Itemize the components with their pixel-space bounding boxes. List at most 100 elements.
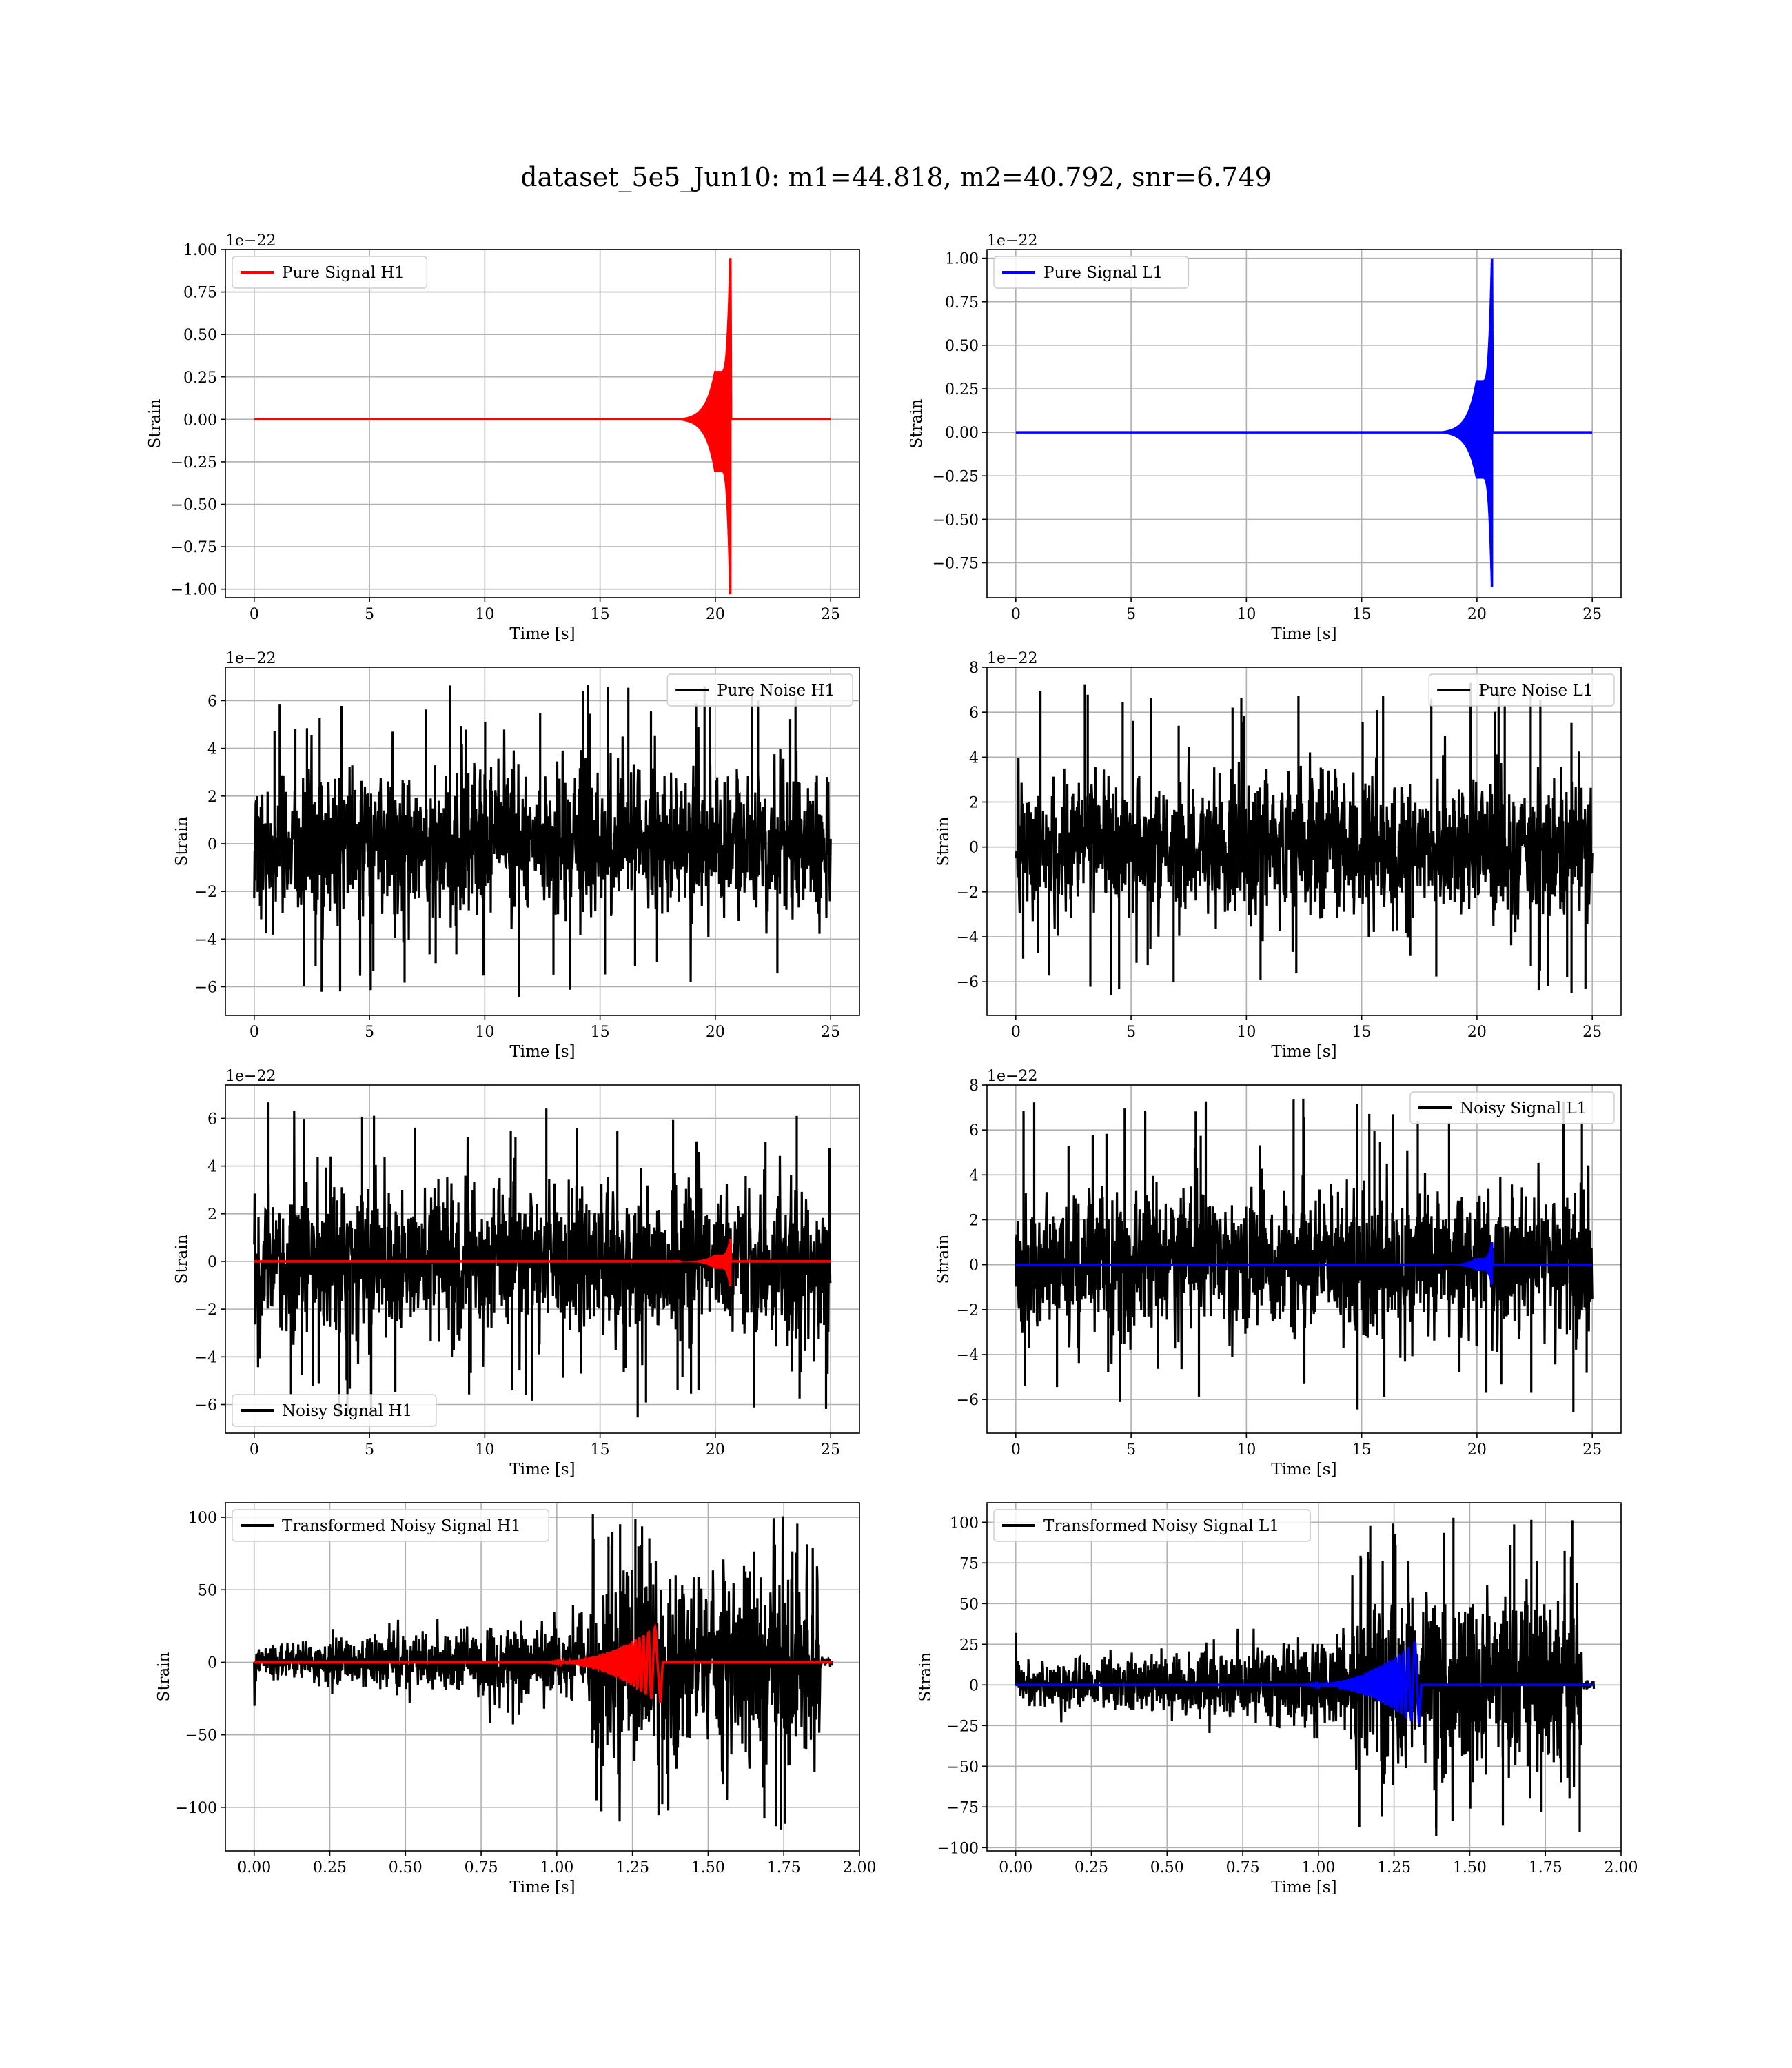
offset-text: 1e−22 bbox=[987, 650, 1037, 667]
y-tick-label: 0.00 bbox=[183, 412, 217, 429]
plot-area bbox=[1015, 258, 1593, 587]
legend-box bbox=[232, 1509, 549, 1542]
x-tick-label: 20 bbox=[1467, 1441, 1487, 1459]
legend: Transformed Noisy Signal L1 bbox=[993, 1509, 1311, 1542]
panel-1: 0 5 10 15 20 25 −1.00 −0.75 −0.50 −0.25 0.00 0.25 0.… bbox=[146, 232, 860, 643]
x-tick-label: 5 bbox=[365, 606, 374, 623]
series-line bbox=[1015, 1641, 1594, 1725]
x-tick-label: 5 bbox=[365, 1024, 374, 1041]
x-tick-label: 0.75 bbox=[1226, 1859, 1260, 1876]
offset-text: 1e−22 bbox=[987, 1068, 1037, 1085]
axes-frame bbox=[986, 667, 1622, 1016]
y-tick-label: −4 bbox=[195, 1349, 217, 1366]
y-tick-label: 0.75 bbox=[945, 294, 979, 312]
x-axis-label: Time [s] bbox=[509, 625, 575, 643]
axes-frame bbox=[225, 667, 860, 1016]
y-tick-label: −1.00 bbox=[171, 582, 217, 599]
x-tick-label: 15 bbox=[1352, 606, 1372, 623]
series-spikes bbox=[1358, 1517, 1581, 1832]
x-tick-label: 0.00 bbox=[999, 1859, 1032, 1876]
y-tick-label: 2 bbox=[969, 794, 979, 811]
y-tick-label: 6 bbox=[969, 1122, 979, 1139]
legend-label: Pure Signal L1 bbox=[1043, 264, 1163, 282]
x-axis-label: Time [s] bbox=[509, 1878, 575, 1896]
y-tick-label: 0.00 bbox=[945, 425, 979, 442]
offset-text: 1e−22 bbox=[987, 232, 1037, 250]
x-tick-label: 0 bbox=[1011, 1024, 1021, 1041]
legend: Pure Signal H1 bbox=[232, 256, 428, 289]
x-tick-label: 1.75 bbox=[1529, 1859, 1562, 1876]
panel-3: 0 5 10 15 20 25 −6 −4 −2 0 2 4 6 Time [s] Strain 1e−22 P… bbox=[173, 650, 860, 1061]
x-tick-label: 10 bbox=[1236, 1024, 1256, 1041]
series-spikes bbox=[592, 1519, 799, 1830]
x-tick-label: 20 bbox=[1467, 606, 1487, 623]
y-axis-label: Strain bbox=[146, 398, 164, 448]
y-tick-label: −6 bbox=[195, 1397, 217, 1414]
panel-6: 0 5 10 15 20 25 −6 −4 −2 0 2 4 6 8 Time [s] Strain 1e−22… bbox=[935, 1068, 1622, 1479]
y-tick-label: 8 bbox=[969, 660, 979, 677]
x-tick-label: 25 bbox=[821, 606, 840, 623]
y-tick-label: −2 bbox=[957, 1302, 979, 1319]
panel-8: 0.00 0.25 0.50 0.75 1.00 1.25 1.50 1.75 2.00 −100… bbox=[917, 1502, 1638, 1896]
x-axis-label: Time [s] bbox=[509, 1461, 575, 1479]
offset-text: 1e−22 bbox=[225, 650, 276, 667]
x-axis-label: Time [s] bbox=[1271, 1461, 1336, 1479]
x-tick-label: 1.75 bbox=[767, 1859, 801, 1876]
panel-7: 0.00 0.25 0.50 0.75 1.00 1.25 1.50 1.75 2.00 −100… bbox=[155, 1502, 876, 1896]
x-tick-label: 0 bbox=[1011, 1441, 1021, 1459]
legend-box bbox=[1409, 1091, 1615, 1124]
y-tick-label: 1.00 bbox=[945, 251, 979, 268]
plot-area bbox=[1015, 1098, 1594, 1412]
legend-box bbox=[232, 256, 428, 289]
x-tick-label: 0 bbox=[250, 1024, 259, 1041]
x-tick-label: 0.75 bbox=[465, 1859, 498, 1876]
legend-label: Pure Noise L1 bbox=[1478, 682, 1593, 700]
x-tick-label: 15 bbox=[591, 606, 610, 623]
legend-box bbox=[666, 673, 853, 707]
x-axis-label: Time [s] bbox=[1271, 1043, 1336, 1061]
y-tick-label: 2 bbox=[207, 1206, 217, 1224]
y-axis-label: Strain bbox=[155, 1652, 173, 1701]
y-tick-label: 0.50 bbox=[183, 327, 217, 344]
legend-label: Transformed Noisy Signal L1 bbox=[1043, 1517, 1279, 1535]
x-tick-label: 5 bbox=[1126, 606, 1136, 623]
x-tick-label: 10 bbox=[475, 1441, 494, 1459]
x-tick-label: 0.25 bbox=[313, 1859, 347, 1876]
x-tick-label: 1.50 bbox=[691, 1859, 725, 1876]
legend-label: Transformed Noisy Signal H1 bbox=[282, 1517, 521, 1535]
legend-label: Pure Noise H1 bbox=[717, 682, 835, 700]
x-tick-label: 20 bbox=[706, 606, 725, 623]
x-tick-label: 10 bbox=[475, 1024, 494, 1041]
y-axis-label: Strain bbox=[908, 398, 926, 448]
y-tick-label: −50 bbox=[185, 1727, 217, 1745]
x-tick-label: 0 bbox=[250, 606, 259, 623]
x-tick-label: 15 bbox=[591, 1024, 610, 1041]
panel-2: 0 5 10 15 20 25 −0.75 −0.50 −0.25 0.00 0.25 0.50 0.7… bbox=[908, 232, 1622, 643]
x-tick-label: 1.25 bbox=[615, 1859, 649, 1876]
legend-box bbox=[993, 256, 1190, 289]
legend: Pure Noise H1 bbox=[666, 673, 853, 707]
legend: Noisy Signal H1 bbox=[232, 1394, 437, 1427]
legend: Noisy Signal L1 bbox=[1409, 1091, 1615, 1124]
y-axis-label: Strain bbox=[935, 816, 953, 866]
x-tick-label: 0 bbox=[1011, 606, 1021, 623]
y-tick-label: 2 bbox=[207, 789, 217, 806]
x-tick-label: 25 bbox=[1582, 606, 1602, 623]
y-tick-label: −0.50 bbox=[171, 497, 217, 514]
y-tick-label: 0.75 bbox=[183, 285, 217, 302]
legend: Transformed Noisy Signal H1 bbox=[232, 1509, 549, 1542]
series-line bbox=[1015, 1242, 1593, 1285]
x-tick-label: 25 bbox=[821, 1441, 840, 1459]
x-tick-label: 0.50 bbox=[1150, 1859, 1184, 1876]
y-tick-label: −2 bbox=[195, 1301, 217, 1319]
y-tick-label: −100 bbox=[937, 1840, 979, 1857]
y-tick-label: 0.25 bbox=[183, 369, 217, 387]
legend: Pure Signal L1 bbox=[993, 256, 1190, 289]
x-tick-label: 15 bbox=[591, 1441, 610, 1459]
plot-area bbox=[253, 1102, 832, 1418]
x-tick-label: 15 bbox=[1352, 1441, 1372, 1459]
x-axis-label: Time [s] bbox=[1271, 1878, 1336, 1896]
y-tick-label: 4 bbox=[969, 1167, 979, 1184]
figure-title: dataset_5e5_Jun10: m1=44.818, m2=40.792,… bbox=[520, 162, 1272, 193]
x-tick-label: 20 bbox=[706, 1024, 725, 1041]
